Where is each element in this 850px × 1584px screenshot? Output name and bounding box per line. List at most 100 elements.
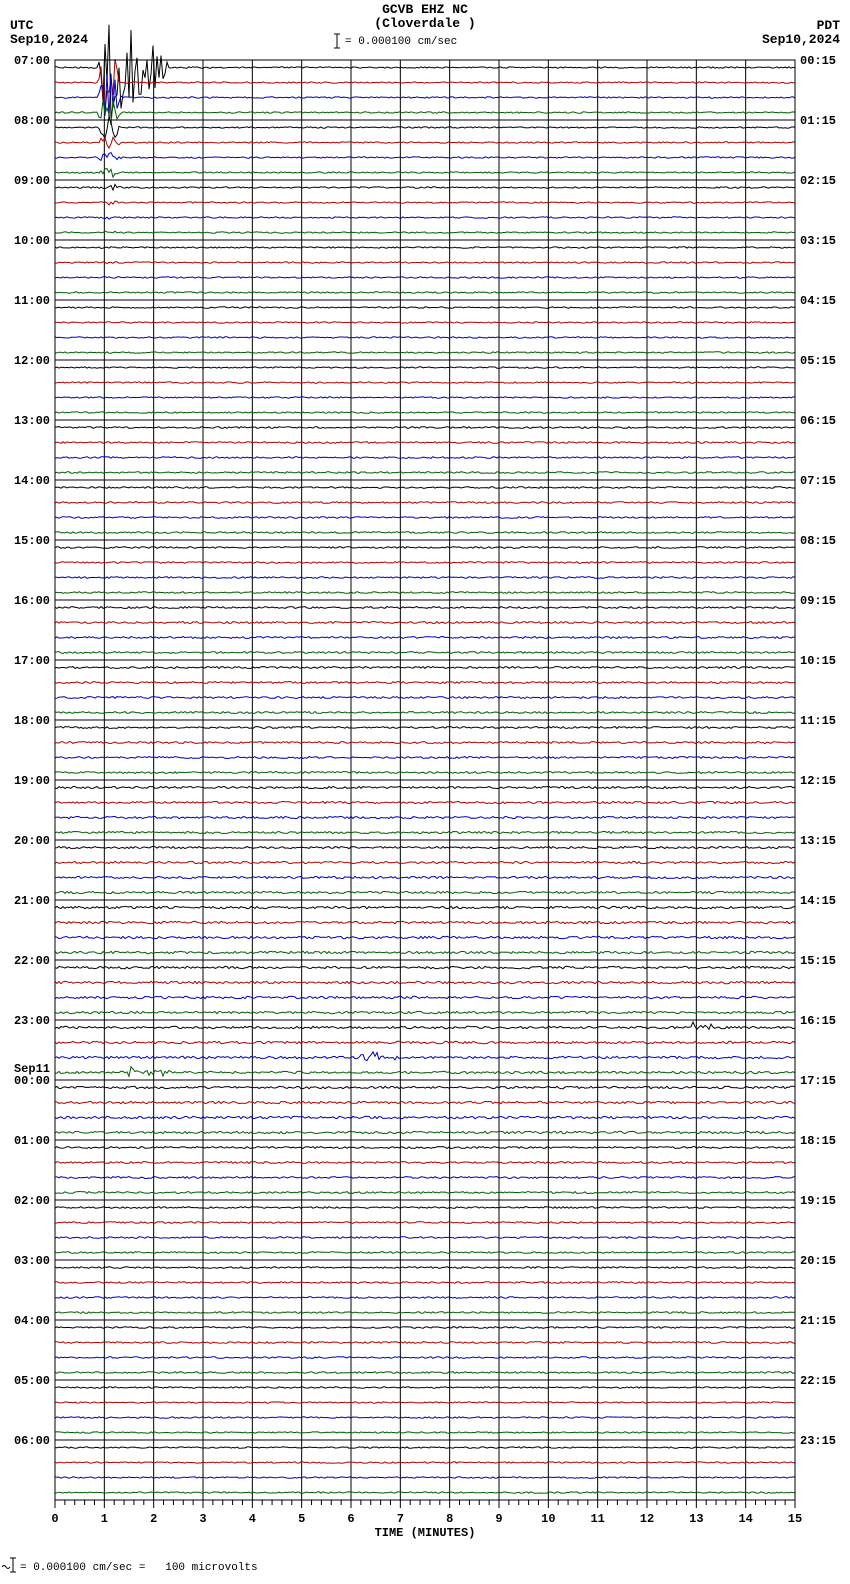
trace <box>55 577 795 579</box>
trace <box>55 652 795 654</box>
svg-text:04:15: 04:15 <box>800 294 836 308</box>
trace <box>55 1297 795 1299</box>
trace <box>55 846 795 848</box>
trace <box>55 861 795 863</box>
svg-text:17:15: 17:15 <box>800 1074 836 1088</box>
svg-text:14:00: 14:00 <box>14 474 50 488</box>
svg-text:00:00: 00:00 <box>14 1074 50 1088</box>
trace <box>55 1147 795 1149</box>
svg-text:14: 14 <box>738 1512 752 1526</box>
trace <box>55 1267 795 1269</box>
trace <box>55 1086 795 1088</box>
svg-text:10:15: 10:15 <box>800 654 836 668</box>
svg-text:13:15: 13:15 <box>800 834 836 848</box>
trace <box>55 201 795 205</box>
svg-text:04:00: 04:00 <box>14 1314 50 1328</box>
trace <box>55 1282 795 1284</box>
svg-text:09:15: 09:15 <box>800 594 836 608</box>
svg-text:07:15: 07:15 <box>800 474 836 488</box>
trace <box>55 757 795 759</box>
svg-text:13: 13 <box>689 1512 703 1526</box>
trace <box>55 562 795 564</box>
trace <box>55 352 795 354</box>
seismogram-plot: 0123456789101112131415TIME (MINUTES)07:0… <box>0 0 850 1584</box>
trace <box>55 397 795 398</box>
seismogram-page: GCVB EHZ NC (Cloverdale ) UTC Sep10,2024… <box>0 0 850 1584</box>
trace <box>55 637 795 639</box>
svg-text:19:00: 19:00 <box>14 774 50 788</box>
svg-text:1: 1 <box>101 1512 108 1526</box>
svg-text:05:00: 05:00 <box>14 1374 50 1388</box>
svg-text:0: 0 <box>51 1512 58 1526</box>
trace <box>55 1462 795 1463</box>
trace <box>55 1101 795 1103</box>
trace <box>55 487 795 489</box>
trace <box>55 996 795 998</box>
trace <box>55 1327 795 1329</box>
svg-text:02:00: 02:00 <box>14 1194 50 1208</box>
trace <box>55 169 795 178</box>
trace <box>55 622 795 624</box>
svg-text:12:15: 12:15 <box>800 774 836 788</box>
svg-text:TIME (MINUTES): TIME (MINUTES) <box>375 1526 476 1540</box>
svg-text:20:00: 20:00 <box>14 834 50 848</box>
svg-text:07:00: 07:00 <box>14 54 50 68</box>
trace <box>55 951 795 953</box>
trace <box>55 831 795 833</box>
svg-text:18:15: 18:15 <box>800 1134 836 1148</box>
trace <box>55 727 795 729</box>
trace <box>55 277 795 279</box>
trace <box>55 1162 795 1164</box>
trace <box>55 1492 795 1493</box>
svg-text:08:00: 08:00 <box>14 114 50 128</box>
trace <box>55 1011 795 1013</box>
trace <box>55 1192 795 1194</box>
svg-text:18:00: 18:00 <box>14 714 50 728</box>
trace <box>55 816 795 818</box>
trace <box>55 1222 795 1224</box>
trace <box>55 517 795 519</box>
svg-text:09:00: 09:00 <box>14 174 50 188</box>
trace <box>55 457 795 459</box>
svg-text:9: 9 <box>495 1512 502 1526</box>
svg-text:21:00: 21:00 <box>14 894 50 908</box>
trace <box>55 891 795 893</box>
svg-text:Sep11: Sep11 <box>14 1062 50 1076</box>
svg-text:03:00: 03:00 <box>14 1254 50 1268</box>
trace <box>55 1041 795 1043</box>
svg-text:02:15: 02:15 <box>800 174 836 188</box>
trace <box>55 247 795 249</box>
svg-text:05:15: 05:15 <box>800 354 836 368</box>
trace <box>55 682 795 684</box>
trace <box>55 742 795 744</box>
svg-text:2: 2 <box>150 1512 157 1526</box>
trace <box>55 74 795 118</box>
trace <box>55 1067 795 1077</box>
trace <box>55 876 795 878</box>
trace <box>55 1342 795 1344</box>
trace <box>55 1357 795 1359</box>
svg-text:23:15: 23:15 <box>800 1434 836 1448</box>
trace <box>55 921 795 923</box>
trace <box>55 1252 795 1254</box>
trace <box>55 217 795 219</box>
trace <box>55 153 795 161</box>
svg-text:20:15: 20:15 <box>800 1254 836 1268</box>
trace <box>55 25 795 118</box>
svg-text:00:15: 00:15 <box>800 54 836 68</box>
trace <box>55 1477 795 1478</box>
svg-text:12: 12 <box>640 1512 654 1526</box>
svg-text:06:15: 06:15 <box>800 414 836 428</box>
trace <box>55 592 795 594</box>
svg-text:6: 6 <box>347 1512 354 1526</box>
trace <box>55 801 795 803</box>
trace <box>55 337 795 338</box>
trace <box>55 1131 795 1133</box>
trace <box>55 292 795 294</box>
svg-text:06:00: 06:00 <box>14 1434 50 1448</box>
trace <box>55 1447 795 1448</box>
trace <box>55 1312 795 1314</box>
svg-text:16:15: 16:15 <box>800 1014 836 1028</box>
svg-text:12:00: 12:00 <box>14 354 50 368</box>
svg-text:5: 5 <box>298 1512 305 1526</box>
